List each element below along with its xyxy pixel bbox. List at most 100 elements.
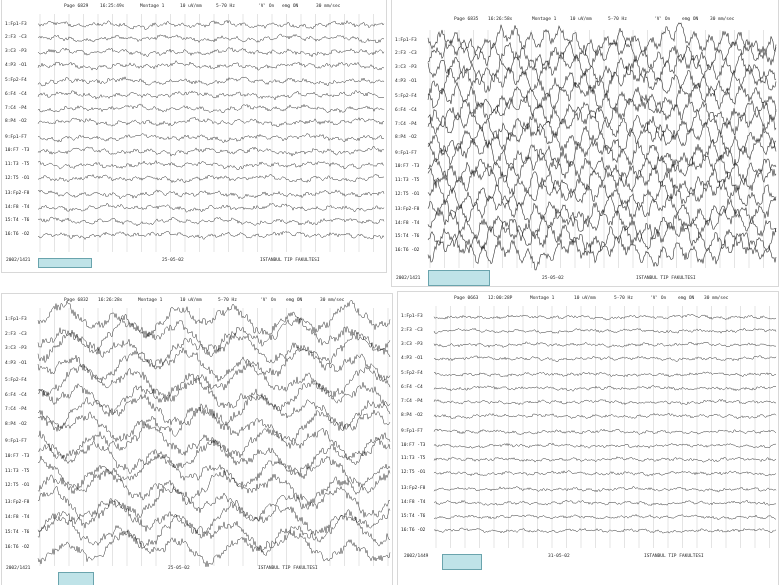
eeg-trace <box>37 329 391 368</box>
eeg-traces <box>37 299 391 567</box>
eeg-trace <box>427 94 777 129</box>
redaction-tab <box>58 572 94 585</box>
speed-label: 30 mm/sec <box>710 17 735 22</box>
filter-label: 5-70 Hz <box>216 4 235 9</box>
record-id: 2002/1421 <box>6 566 31 571</box>
channel-label: 9:Fp1-F7 <box>394 150 418 156</box>
eeg-trace <box>38 33 385 44</box>
eeg-trace <box>427 50 777 86</box>
redaction-tab <box>428 270 490 286</box>
eeg-trace <box>37 377 391 415</box>
channel-label: 14:F8 -T4 <box>400 500 427 506</box>
channel-label: 9:Fp1-F7 <box>4 134 28 140</box>
time-stamp: 12:00:28P <box>488 296 513 301</box>
panel-header: Page 6829 16:25:49s Montage 1 10 uV/mm 5… <box>2 3 386 13</box>
eeg-trace <box>433 428 777 435</box>
panel-header: Page 6832 16:26:28s Montage 1 10 uV/mm 5… <box>2 297 392 307</box>
emg-label: emg ON <box>682 17 699 22</box>
eeg-trace <box>433 513 777 521</box>
institution-label: ISTANBUL TIP FAKULTESI <box>636 276 696 281</box>
channel-label: 14:F8 -T4 <box>394 220 421 226</box>
eeg-trace <box>37 450 391 491</box>
eeg-trace <box>427 81 777 115</box>
eeg-trace <box>427 121 777 158</box>
emg-label: emg ON <box>282 4 299 9</box>
eeg-trace <box>427 205 777 243</box>
eeg-trace <box>37 499 391 537</box>
marker-label: 'V' On <box>654 17 671 22</box>
channel-label: 1:Fp1-F3 <box>394 37 418 43</box>
eeg-trace <box>427 134 777 173</box>
eeg-trace <box>37 216 385 227</box>
eeg-trace <box>433 399 777 406</box>
eeg-trace <box>37 393 391 431</box>
channel-label: 6:F4 -C4 <box>394 107 418 113</box>
channel-labels: 1:Fp1-F3 2:F3 -C3 3:C3 -P3 4:P3 -O1 5:Fp2-F4… <box>394 0 428 286</box>
record-date: 31-05-02 <box>548 554 570 559</box>
eeg-trace <box>38 423 391 462</box>
eeg-trace <box>37 46 385 58</box>
channel-label: 16:T6 -O2 <box>4 544 31 550</box>
eeg-trace <box>427 62 777 102</box>
channel-label: 4:P3 -O1 <box>4 361 28 367</box>
eeg-trace <box>37 19 385 30</box>
channel-labels: 1:Fp1-F3 2:F3 -C3 3:C3 -P3 4:P3 -O1 5:Fp2-F4… <box>4 294 38 585</box>
eeg-trace <box>433 385 776 392</box>
channel-label: 10:F7 -T3 <box>4 148 31 154</box>
eeg-trace <box>427 22 777 60</box>
eeg-panel-bottom-left: Page 6832 16:26:28s Montage 1 10 uV/mm 5… <box>2 294 392 585</box>
channel-label: 3:C3 -P3 <box>4 49 28 55</box>
channel-label: 13:Fp2-F8 <box>400 486 427 492</box>
time-stamp: 16:26:28s <box>98 298 123 303</box>
record-date: 25-05-02 <box>168 566 190 571</box>
eeg-trace <box>37 528 391 567</box>
channel-label: 10:F7 -T3 <box>4 453 31 459</box>
speed-label: 30 mm/sec <box>316 4 341 9</box>
montage-label: Montage 1 <box>140 4 165 9</box>
channel-label: 10:F7 -T3 <box>394 164 421 170</box>
channel-label: 11:T3 -T5 <box>4 468 31 474</box>
channel-label: 5:Fp2-F4 <box>4 78 28 84</box>
channel-label: 2:F3 -C3 <box>4 331 28 337</box>
eeg-trace <box>433 341 777 348</box>
sensitivity-label: 10 uV/mm <box>180 298 202 303</box>
eeg-panel-top-right: Page 6835 16:26:58s Montage 1 10 uV/mm 5… <box>392 0 778 286</box>
record-id: 2002/1421 <box>6 258 31 263</box>
marker-label: 'V' On <box>258 4 275 9</box>
channel-label: 4:P3 -O1 <box>400 355 424 361</box>
channel-label: 13:Fp2-F8 <box>394 207 421 213</box>
channel-label: 4:P3 -O1 <box>394 78 418 84</box>
eeg-trace <box>433 499 777 507</box>
channel-label: 5:Fp2-F4 <box>400 371 424 377</box>
filter-label: 5-70 Hz <box>608 17 627 22</box>
channel-label: 1:Fp1-F3 <box>4 21 28 27</box>
channel-label: 16:T6 -O2 <box>394 248 421 253</box>
eeg-trace <box>433 527 777 534</box>
channel-label: 3:C3 -P3 <box>400 341 424 347</box>
channel-label: 14:F8 -T4 <box>4 204 31 210</box>
channel-label: 1:Fp1-F3 <box>400 314 424 320</box>
channel-label: 12:T5 -O1 <box>4 175 31 181</box>
filter-label: 5-70 Hz <box>614 296 633 301</box>
channel-label: 2:F3 -C3 <box>394 51 418 57</box>
eeg-trace <box>427 177 777 212</box>
eeg-trace <box>37 76 385 87</box>
channel-label: 16:T6 -O2 <box>4 232 31 237</box>
emg-label: emg ON <box>678 296 695 301</box>
page-number: Page 6829 <box>64 4 89 9</box>
channel-label: 13:Fp2-F8 <box>4 500 31 506</box>
redaction-tab <box>38 258 92 268</box>
channel-label: 12:T5 -O1 <box>4 483 31 489</box>
page-number: Page 6835 <box>454 17 479 22</box>
eeg-trace <box>37 316 391 352</box>
sensitivity-label: 10 uV/mm <box>570 17 592 22</box>
eeg-trace <box>37 468 391 506</box>
channel-label: 2:F3 -C3 <box>400 327 424 333</box>
marker-label: 'V' On <box>260 298 277 303</box>
page-number: Page 6832 <box>64 298 89 303</box>
channel-label: 15:T4 -T6 <box>400 513 427 519</box>
record-date: 25-05-02 <box>162 258 184 263</box>
eeg-panel-top-left: Page 6829 16:25:49s Montage 1 10 uV/mm 5… <box>2 0 386 272</box>
page-number: Page 0663 <box>454 296 479 301</box>
eeg-trace <box>427 36 777 72</box>
